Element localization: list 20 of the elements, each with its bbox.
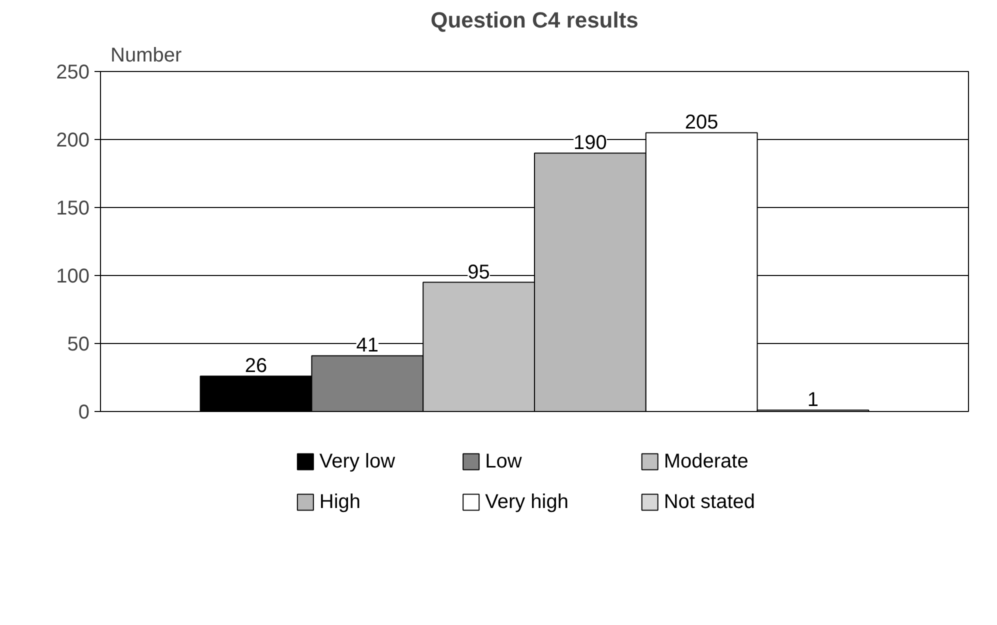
y-tick-label: 150 [56,198,90,220]
data-label: 1 [807,389,819,412]
legend-label: Low [485,450,522,473]
chart-title: Question C4 results [430,8,638,32]
legend-label: Not stated [664,491,756,514]
y-tick-label: 0 [78,402,90,424]
legend-label: Very low [319,450,396,473]
y-tick-label: 100 [56,266,90,288]
legend-label: Very high [485,491,568,514]
y-tick-label: 50 [67,334,90,356]
data-label: 95 [468,261,490,284]
data-label: 190 [574,132,607,154]
data-label: 41 [356,334,379,357]
y-tick-label: 250 [56,62,90,84]
legend-label: Moderate [664,450,748,473]
y-tick-label: 200 [56,130,90,152]
data-label: 205 [684,112,718,134]
y-axis-title: Number [110,44,182,66]
data-label: 26 [244,355,268,378]
legend-label: High [319,491,361,514]
